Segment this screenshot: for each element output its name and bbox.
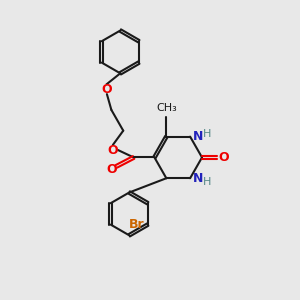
Text: O: O xyxy=(107,143,118,157)
Text: H: H xyxy=(203,177,211,187)
Text: CH₃: CH₃ xyxy=(156,103,177,113)
Text: O: O xyxy=(218,151,229,164)
Text: O: O xyxy=(102,82,112,96)
Text: H: H xyxy=(203,129,211,139)
Text: N: N xyxy=(193,130,203,143)
Text: O: O xyxy=(106,163,117,176)
Text: Br: Br xyxy=(129,218,145,231)
Text: N: N xyxy=(193,172,203,185)
